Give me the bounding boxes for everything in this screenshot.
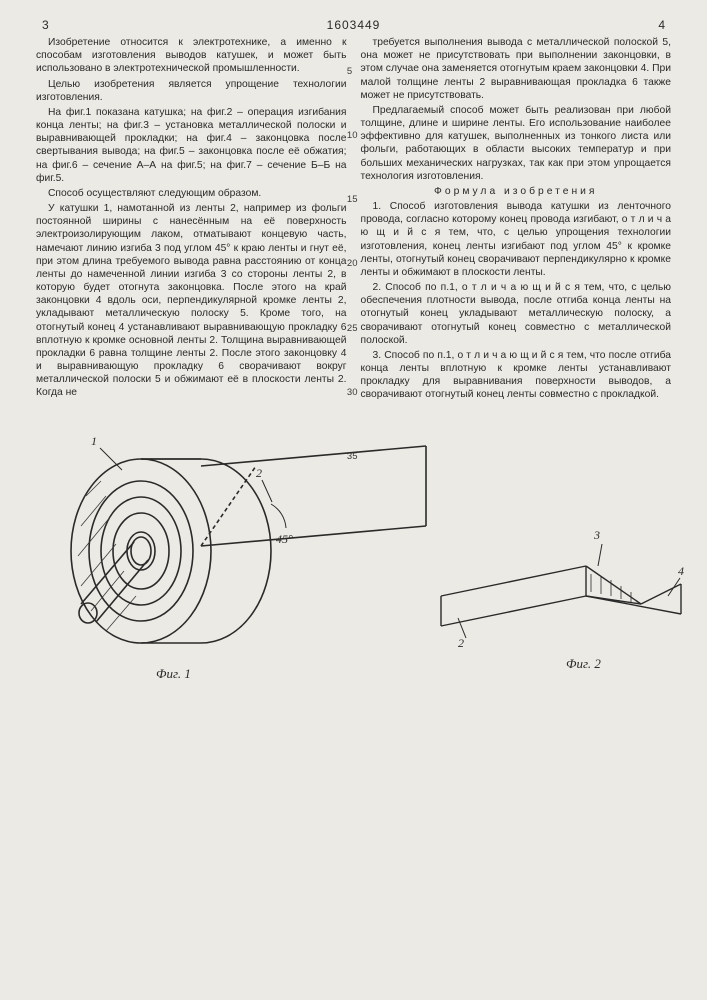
right-column: требуется выполнения вывода с металличес…	[361, 36, 672, 396]
figures-area: 1 2 45° Фиг. 1	[36, 436, 671, 736]
claim: 1. Способ изготовления вывода катушки из…	[361, 200, 672, 279]
paragraph: требуется выполнения вывода с металличес…	[361, 36, 672, 102]
leader-line-icon	[96, 444, 126, 474]
line-number: 25	[347, 323, 358, 335]
formula-title: Формула изобретения	[361, 185, 672, 198]
line-numbers: 5 10 15 20 25 30 35	[347, 36, 358, 463]
line-number: 20	[347, 258, 358, 270]
leader-line-icon	[258, 476, 278, 506]
text-columns: Изобретение относится к электротехнике, …	[36, 36, 671, 396]
leader-line-icon	[664, 576, 684, 601]
figure-1-drawing	[46, 436, 446, 696]
page-header: 3 1603449 4	[36, 18, 671, 32]
patent-page: 3 1603449 4 Изобретение относится к элек…	[0, 0, 707, 1000]
line-number: 10	[347, 130, 358, 142]
line-number: 30	[347, 387, 358, 399]
leader-line-icon	[454, 616, 474, 641]
claim: 2. Способ по п.1, о т л и ч а ю щ и й с …	[361, 281, 672, 347]
figure-1-label: Фиг. 1	[156, 666, 191, 682]
figure-1-angle-label: 45°	[276, 532, 293, 547]
right-page-number: 4	[658, 18, 665, 32]
patent-number: 1603449	[49, 18, 659, 32]
left-page-number: 3	[42, 18, 49, 32]
paragraph: Изобретение относится к электротехнике, …	[36, 36, 347, 76]
line-number: 15	[347, 194, 358, 206]
paragraph: Способ осуществляют следующим образом.	[36, 187, 347, 200]
leader-line-icon	[596, 540, 616, 570]
figure-2-label: Фиг. 2	[566, 656, 601, 672]
claim: 3. Способ по п.1, о т л и ч а ю щ и й с …	[361, 349, 672, 402]
left-column: Изобретение относится к электротехнике, …	[36, 36, 347, 396]
paragraph: Целью изобретения является упрощение тех…	[36, 78, 347, 104]
line-number: 5	[347, 66, 358, 78]
paragraph: Предлагаемый способ может быть реализова…	[361, 104, 672, 183]
paragraph: На фиг.1 показана катушка; на фиг.2 – оп…	[36, 106, 347, 185]
paragraph: У катушки 1, намотанной из ленты 2, напр…	[36, 202, 347, 400]
